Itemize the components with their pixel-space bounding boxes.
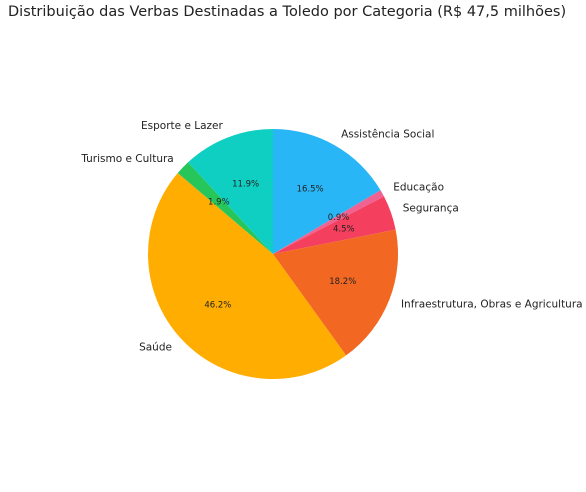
- slice-label-infraestrutura-obras-e-agricultura: Infraestrutura, Obras e Agricultura: [401, 298, 583, 310]
- slice-percent-turismo-e-cultura: 1.9%: [208, 198, 230, 208]
- slice-label-educacao: Educação: [393, 181, 444, 193]
- pie-slice-saude: [148, 173, 347, 379]
- pie-slice-assistencia-social: [273, 129, 381, 254]
- pie-slice-esporte-e-lazer: [188, 129, 273, 254]
- slice-percent-educacao: 0.9%: [328, 213, 350, 223]
- slice-percent-seguranca: 4.5%: [333, 225, 355, 235]
- slice-percent-assistencia-social: 16.5%: [297, 184, 324, 194]
- pie-slice-turismo-e-cultura: [177, 162, 273, 254]
- pie-slice-seguranca: [273, 196, 396, 254]
- slice-percent-saude: 46.2%: [204, 300, 231, 310]
- pie-slice-infraestrutura-obras-e-agricultura: [273, 229, 398, 356]
- slice-label-esporte-e-lazer: Esporte e Lazer: [141, 120, 223, 132]
- slice-percent-infraestrutura-obras-e-agricultura: 18.2%: [329, 277, 356, 287]
- slice-label-assistencia-social: Assistência Social: [341, 129, 434, 141]
- slice-percent-esporte-e-lazer: 11.9%: [232, 180, 259, 190]
- chart-title: Distribuição das Verbas Destinadas a Tol…: [8, 4, 567, 20]
- pie-slice-educacao: [273, 190, 384, 254]
- slice-label-seguranca: Segurança: [403, 202, 459, 214]
- slice-label-saude: Saúde: [139, 341, 172, 353]
- slice-label-turismo-e-cultura: Turismo e Cultura: [80, 153, 173, 165]
